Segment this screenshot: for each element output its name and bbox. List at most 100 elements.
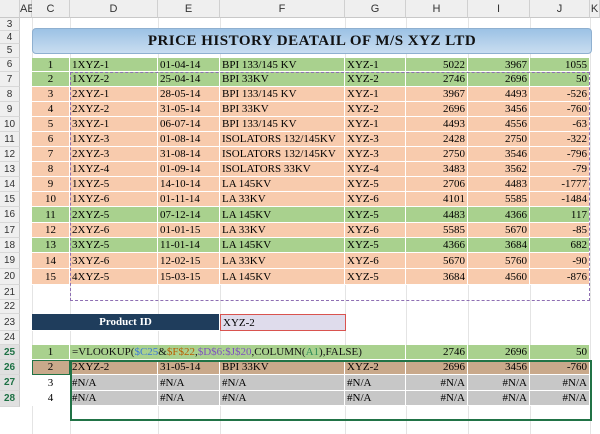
- table-cell-id[interactable]: XYZ-5: [345, 177, 406, 192]
- table-cell-diff[interactable]: -876: [530, 269, 590, 285]
- formula-cell[interactable]: =VLOOKUP($C25 & $F$22, $D$6:$J$20 ,COLUMN(A1…: [70, 345, 406, 360]
- table-cell-old[interactable]: 2706: [406, 177, 468, 192]
- table-cell-diff[interactable]: -79: [530, 162, 590, 177]
- table-cell-sno[interactable]: 11: [32, 207, 70, 223]
- table-cell-new[interactable]: 5670: [468, 223, 530, 238]
- row-header-21[interactable]: 21: [0, 285, 20, 300]
- table-cell-date[interactable]: 11-01-14: [158, 238, 220, 253]
- row-header-10[interactable]: 10: [0, 117, 20, 132]
- result-cell-diff[interactable]: #N/A: [530, 375, 590, 391]
- table-cell-product[interactable]: BPI 133/145 KV: [220, 58, 345, 72]
- table-cell-sno[interactable]: 5: [32, 117, 70, 132]
- table-cell-date[interactable]: 01-11-14: [158, 192, 220, 207]
- result-cell-helper[interactable]: 2XYZ-2: [70, 360, 158, 375]
- table-cell-product[interactable]: BPI 133/145 KV: [220, 117, 345, 132]
- table-cell-old[interactable]: 2696: [406, 102, 468, 117]
- table-cell-id[interactable]: XYZ-1: [345, 87, 406, 102]
- row-header-6[interactable]: 6: [0, 58, 20, 72]
- table-cell-helper[interactable]: 1XYZ-2: [70, 72, 158, 87]
- column-header-c[interactable]: C: [32, 0, 70, 18]
- row-header-13[interactable]: 13: [0, 162, 20, 177]
- table-cell-product[interactable]: BPI 133/145 KV: [220, 87, 345, 102]
- table-cell-date[interactable]: 28-05-14: [158, 87, 220, 102]
- table-cell-new[interactable]: 3546: [468, 147, 530, 162]
- table-cell-date[interactable]: 06-07-14: [158, 117, 220, 132]
- table-cell-old[interactable]: 4493: [406, 117, 468, 132]
- table-cell-sno[interactable]: 9: [32, 177, 70, 192]
- table-cell-id[interactable]: XYZ-4: [345, 162, 406, 177]
- table-cell-old[interactable]: 5585: [406, 223, 468, 238]
- row-header-7[interactable]: 7: [0, 72, 20, 87]
- table-cell-sno[interactable]: 1: [32, 58, 70, 72]
- result-cell-date[interactable]: #N/A: [158, 391, 220, 406]
- row-header-22[interactable]: 22: [0, 300, 20, 314]
- table-cell-product[interactable]: LA 145KV: [220, 269, 345, 285]
- table-cell-sno[interactable]: 3: [32, 87, 70, 102]
- row-header-4[interactable]: 4: [0, 31, 20, 44]
- table-cell-diff[interactable]: -1777: [530, 177, 590, 192]
- table-cell-product[interactable]: LA 33KV: [220, 192, 345, 207]
- table-cell-id[interactable]: XYZ-2: [345, 72, 406, 87]
- table-cell-old[interactable]: 3483: [406, 162, 468, 177]
- row-header-20[interactable]: 20: [0, 269, 20, 285]
- table-cell-helper[interactable]: 1XYZ-5: [70, 177, 158, 192]
- column-header-i[interactable]: I: [468, 0, 530, 18]
- table-cell-diff[interactable]: 117: [530, 207, 590, 223]
- table-cell-date[interactable]: 31-05-14: [158, 102, 220, 117]
- table-cell-product[interactable]: LA 33KV: [220, 223, 345, 238]
- column-header-j[interactable]: J: [530, 0, 590, 18]
- table-cell-helper[interactable]: 3XYZ-6: [70, 253, 158, 269]
- table-cell-helper[interactable]: 1XYZ-1: [70, 58, 158, 72]
- column-header-d[interactable]: D: [70, 0, 158, 18]
- row-header-17[interactable]: 17: [0, 223, 20, 238]
- result-cell-diff[interactable]: #N/A: [530, 391, 590, 406]
- result-cell-diff[interactable]: -760: [530, 360, 590, 375]
- column-header-h[interactable]: H: [406, 0, 468, 18]
- result-cell-sno[interactable]: 4: [32, 391, 70, 406]
- table-cell-old[interactable]: 4483: [406, 207, 468, 223]
- table-cell-helper[interactable]: 2XYZ-2: [70, 102, 158, 117]
- row-header-16[interactable]: 16: [0, 207, 20, 223]
- column-header-e[interactable]: E: [158, 0, 220, 18]
- table-cell-date[interactable]: 01-01-15: [158, 223, 220, 238]
- table-cell-old[interactable]: 2746: [406, 72, 468, 87]
- table-cell-product[interactable]: BPI 33KV: [220, 102, 345, 117]
- row-header-14[interactable]: 14: [0, 177, 20, 192]
- column-header-ae[interactable]: AE: [20, 0, 35, 18]
- table-cell-sno[interactable]: 14: [32, 253, 70, 269]
- table-cell-product[interactable]: LA 145KV: [220, 238, 345, 253]
- table-cell-sno[interactable]: 4: [32, 102, 70, 117]
- table-cell-diff[interactable]: -90: [530, 253, 590, 269]
- table-cell-helper[interactable]: 1XYZ-6: [70, 192, 158, 207]
- table-cell-id[interactable]: XYZ-3: [345, 132, 406, 147]
- result-cell-new[interactable]: #N/A: [468, 391, 530, 406]
- result-cell-id[interactable]: #N/A: [345, 375, 406, 391]
- row-header-8[interactable]: 8: [0, 87, 20, 102]
- column-header-f[interactable]: F: [220, 0, 345, 18]
- table-cell-helper[interactable]: 2XYZ-1: [70, 87, 158, 102]
- column-header-g[interactable]: G: [345, 0, 406, 18]
- table-cell-sno[interactable]: 10: [32, 192, 70, 207]
- table-cell-diff[interactable]: -796: [530, 147, 590, 162]
- table-cell-old[interactable]: 3967: [406, 87, 468, 102]
- result-cell-helper[interactable]: #N/A: [70, 375, 158, 391]
- table-cell-old[interactable]: 4101: [406, 192, 468, 207]
- result-cell-new[interactable]: 2696: [468, 345, 530, 360]
- table-cell-diff[interactable]: -1484: [530, 192, 590, 207]
- table-cell-old[interactable]: 2750: [406, 147, 468, 162]
- table-cell-sno[interactable]: 6: [32, 132, 70, 147]
- select-all-corner[interactable]: [0, 0, 20, 18]
- table-cell-diff[interactable]: 682: [530, 238, 590, 253]
- table-cell-new[interactable]: 2696: [468, 72, 530, 87]
- table-cell-diff[interactable]: 50: [530, 72, 590, 87]
- result-cell-old[interactable]: 2696: [406, 360, 468, 375]
- table-cell-product[interactable]: LA 145KV: [220, 207, 345, 223]
- row-header-11[interactable]: 11: [0, 132, 20, 147]
- table-cell-new[interactable]: 3967: [468, 58, 530, 72]
- row-header-5[interactable]: 5: [0, 44, 20, 58]
- row-header-3[interactable]: 3: [0, 18, 20, 31]
- table-cell-date[interactable]: 01-04-14: [158, 58, 220, 72]
- table-cell-new[interactable]: 5760: [468, 253, 530, 269]
- table-cell-sno[interactable]: 13: [32, 238, 70, 253]
- table-cell-new[interactable]: 4556: [468, 117, 530, 132]
